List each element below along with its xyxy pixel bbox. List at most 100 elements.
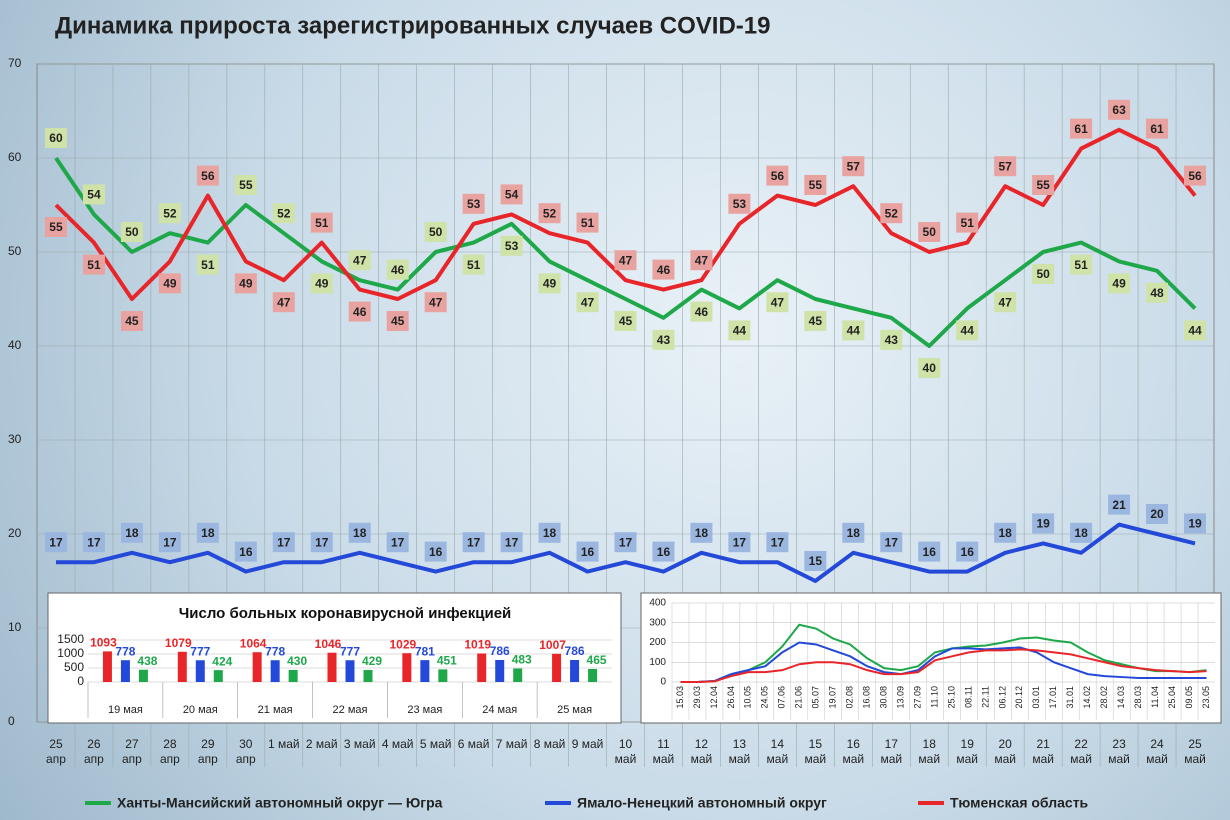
x-tick-label: 05.07	[811, 686, 821, 709]
data-label-box	[310, 212, 333, 233]
bar	[495, 659, 505, 682]
y-tick-label: 0	[660, 677, 666, 688]
data-label: 47	[581, 295, 595, 309]
y-tick-label: 200	[649, 637, 666, 648]
y-tick-label: 50	[8, 244, 22, 258]
x-tick-label: 17.01	[1048, 686, 1058, 709]
data-label: 21	[1112, 498, 1126, 512]
data-label: 1019	[464, 638, 491, 652]
data-label: 451	[437, 654, 457, 668]
data-label-box	[158, 273, 181, 294]
legend-label: Ханты-Мансийский автономный округ — Югра	[117, 795, 443, 811]
x-tick-label: 11.10	[929, 686, 939, 708]
data-label: 777	[190, 644, 210, 658]
data-label: 57	[998, 159, 1012, 173]
data-label: 17	[505, 535, 519, 549]
data-label: 18	[998, 526, 1012, 540]
x-tick-label: 11 май	[652, 737, 675, 766]
data-label: 40	[923, 361, 937, 375]
x-tick-label: 20.12	[1014, 686, 1024, 709]
x-tick-label: 22.11	[980, 686, 990, 708]
data-label-box	[766, 532, 789, 553]
x-tick-label: 14 май	[766, 737, 789, 766]
data-label-box	[1146, 504, 1169, 524]
x-tick-label: 6 май	[457, 737, 490, 751]
data-label-box	[196, 254, 219, 275]
x-tick-label: 22 май	[1070, 737, 1092, 766]
data-label-box	[1032, 513, 1055, 534]
data-label-box	[804, 175, 827, 195]
data-label: 777	[340, 644, 360, 658]
data-label: 1064	[240, 636, 267, 650]
bar	[420, 660, 430, 682]
y-tick-label: 500	[64, 660, 84, 674]
data-label: 16	[961, 545, 975, 559]
x-tick-label: 14.03	[1116, 686, 1126, 709]
x-tick-label: 13.09	[895, 686, 905, 709]
bar	[120, 660, 130, 682]
data-label-box	[804, 311, 827, 331]
x-tick-label: 11.04	[1150, 686, 1160, 708]
bar	[327, 652, 337, 682]
x-tick-label: 30.08	[878, 686, 888, 709]
data-label-box	[538, 203, 561, 224]
data-label-box	[1108, 99, 1131, 120]
data-label-box	[728, 193, 751, 214]
data-label: 786	[490, 644, 510, 658]
data-label: 56	[201, 169, 215, 183]
data-label: 47	[619, 253, 633, 267]
y-tick-label: 0	[77, 674, 84, 688]
x-tick-label: 27.09	[912, 686, 922, 709]
data-label-box	[120, 311, 143, 331]
data-label-box	[652, 541, 675, 562]
data-label-box	[690, 522, 713, 543]
x-tick-label: 28.03	[1133, 686, 1143, 709]
data-label: 51	[87, 258, 101, 272]
data-label: 17	[619, 535, 633, 549]
x-tick-label: 12 май	[690, 737, 713, 766]
data-label: 57	[847, 159, 861, 173]
data-label-box	[614, 532, 637, 553]
data-label: 1029	[390, 637, 417, 651]
bar	[252, 652, 262, 682]
bar	[138, 669, 148, 682]
data-label-box	[424, 292, 447, 313]
x-tick-label: 25.10	[946, 686, 956, 709]
y-tick-label: 20	[8, 526, 22, 540]
x-tick-label: 28.02	[1099, 686, 1109, 709]
data-label-box	[1070, 254, 1093, 275]
x-tick-label: 10.05	[743, 686, 753, 709]
data-label: 47	[353, 253, 367, 267]
bar	[363, 669, 373, 682]
data-label-box	[348, 301, 371, 322]
x-tick-label: 19 мая	[108, 704, 143, 716]
data-label: 46	[657, 263, 671, 277]
data-label: 54	[505, 188, 519, 202]
x-tick-label: 20 май	[994, 737, 1016, 766]
data-label-box	[1184, 513, 1207, 534]
data-label: 49	[315, 277, 329, 291]
y-tick-label: 0	[8, 714, 15, 728]
data-label: 61	[1074, 122, 1088, 136]
data-label: 44	[961, 324, 975, 338]
data-label-box	[994, 292, 1017, 313]
x-tick-label: 7 май	[495, 737, 528, 751]
data-label: 52	[163, 206, 177, 220]
data-label: 16	[239, 545, 253, 559]
bar	[438, 669, 448, 682]
data-label: 20	[1150, 507, 1164, 521]
x-tick-label: 26.04	[726, 686, 736, 709]
data-label: 1079	[165, 636, 192, 650]
legend-label: Тюменская область	[950, 795, 1089, 811]
inset-title: Число больных коронавирусной инфекцией	[179, 605, 512, 622]
data-label-box	[44, 128, 67, 148]
data-label-box	[994, 522, 1017, 543]
data-label: 15	[809, 554, 823, 568]
x-tick-label: 20 мая	[183, 704, 218, 716]
data-label: 53	[733, 197, 747, 211]
data-label: 19	[1188, 517, 1202, 531]
x-tick-label: 10 май	[614, 737, 637, 766]
data-label-box	[842, 156, 865, 177]
x-tick-label: 4 май	[381, 737, 414, 751]
